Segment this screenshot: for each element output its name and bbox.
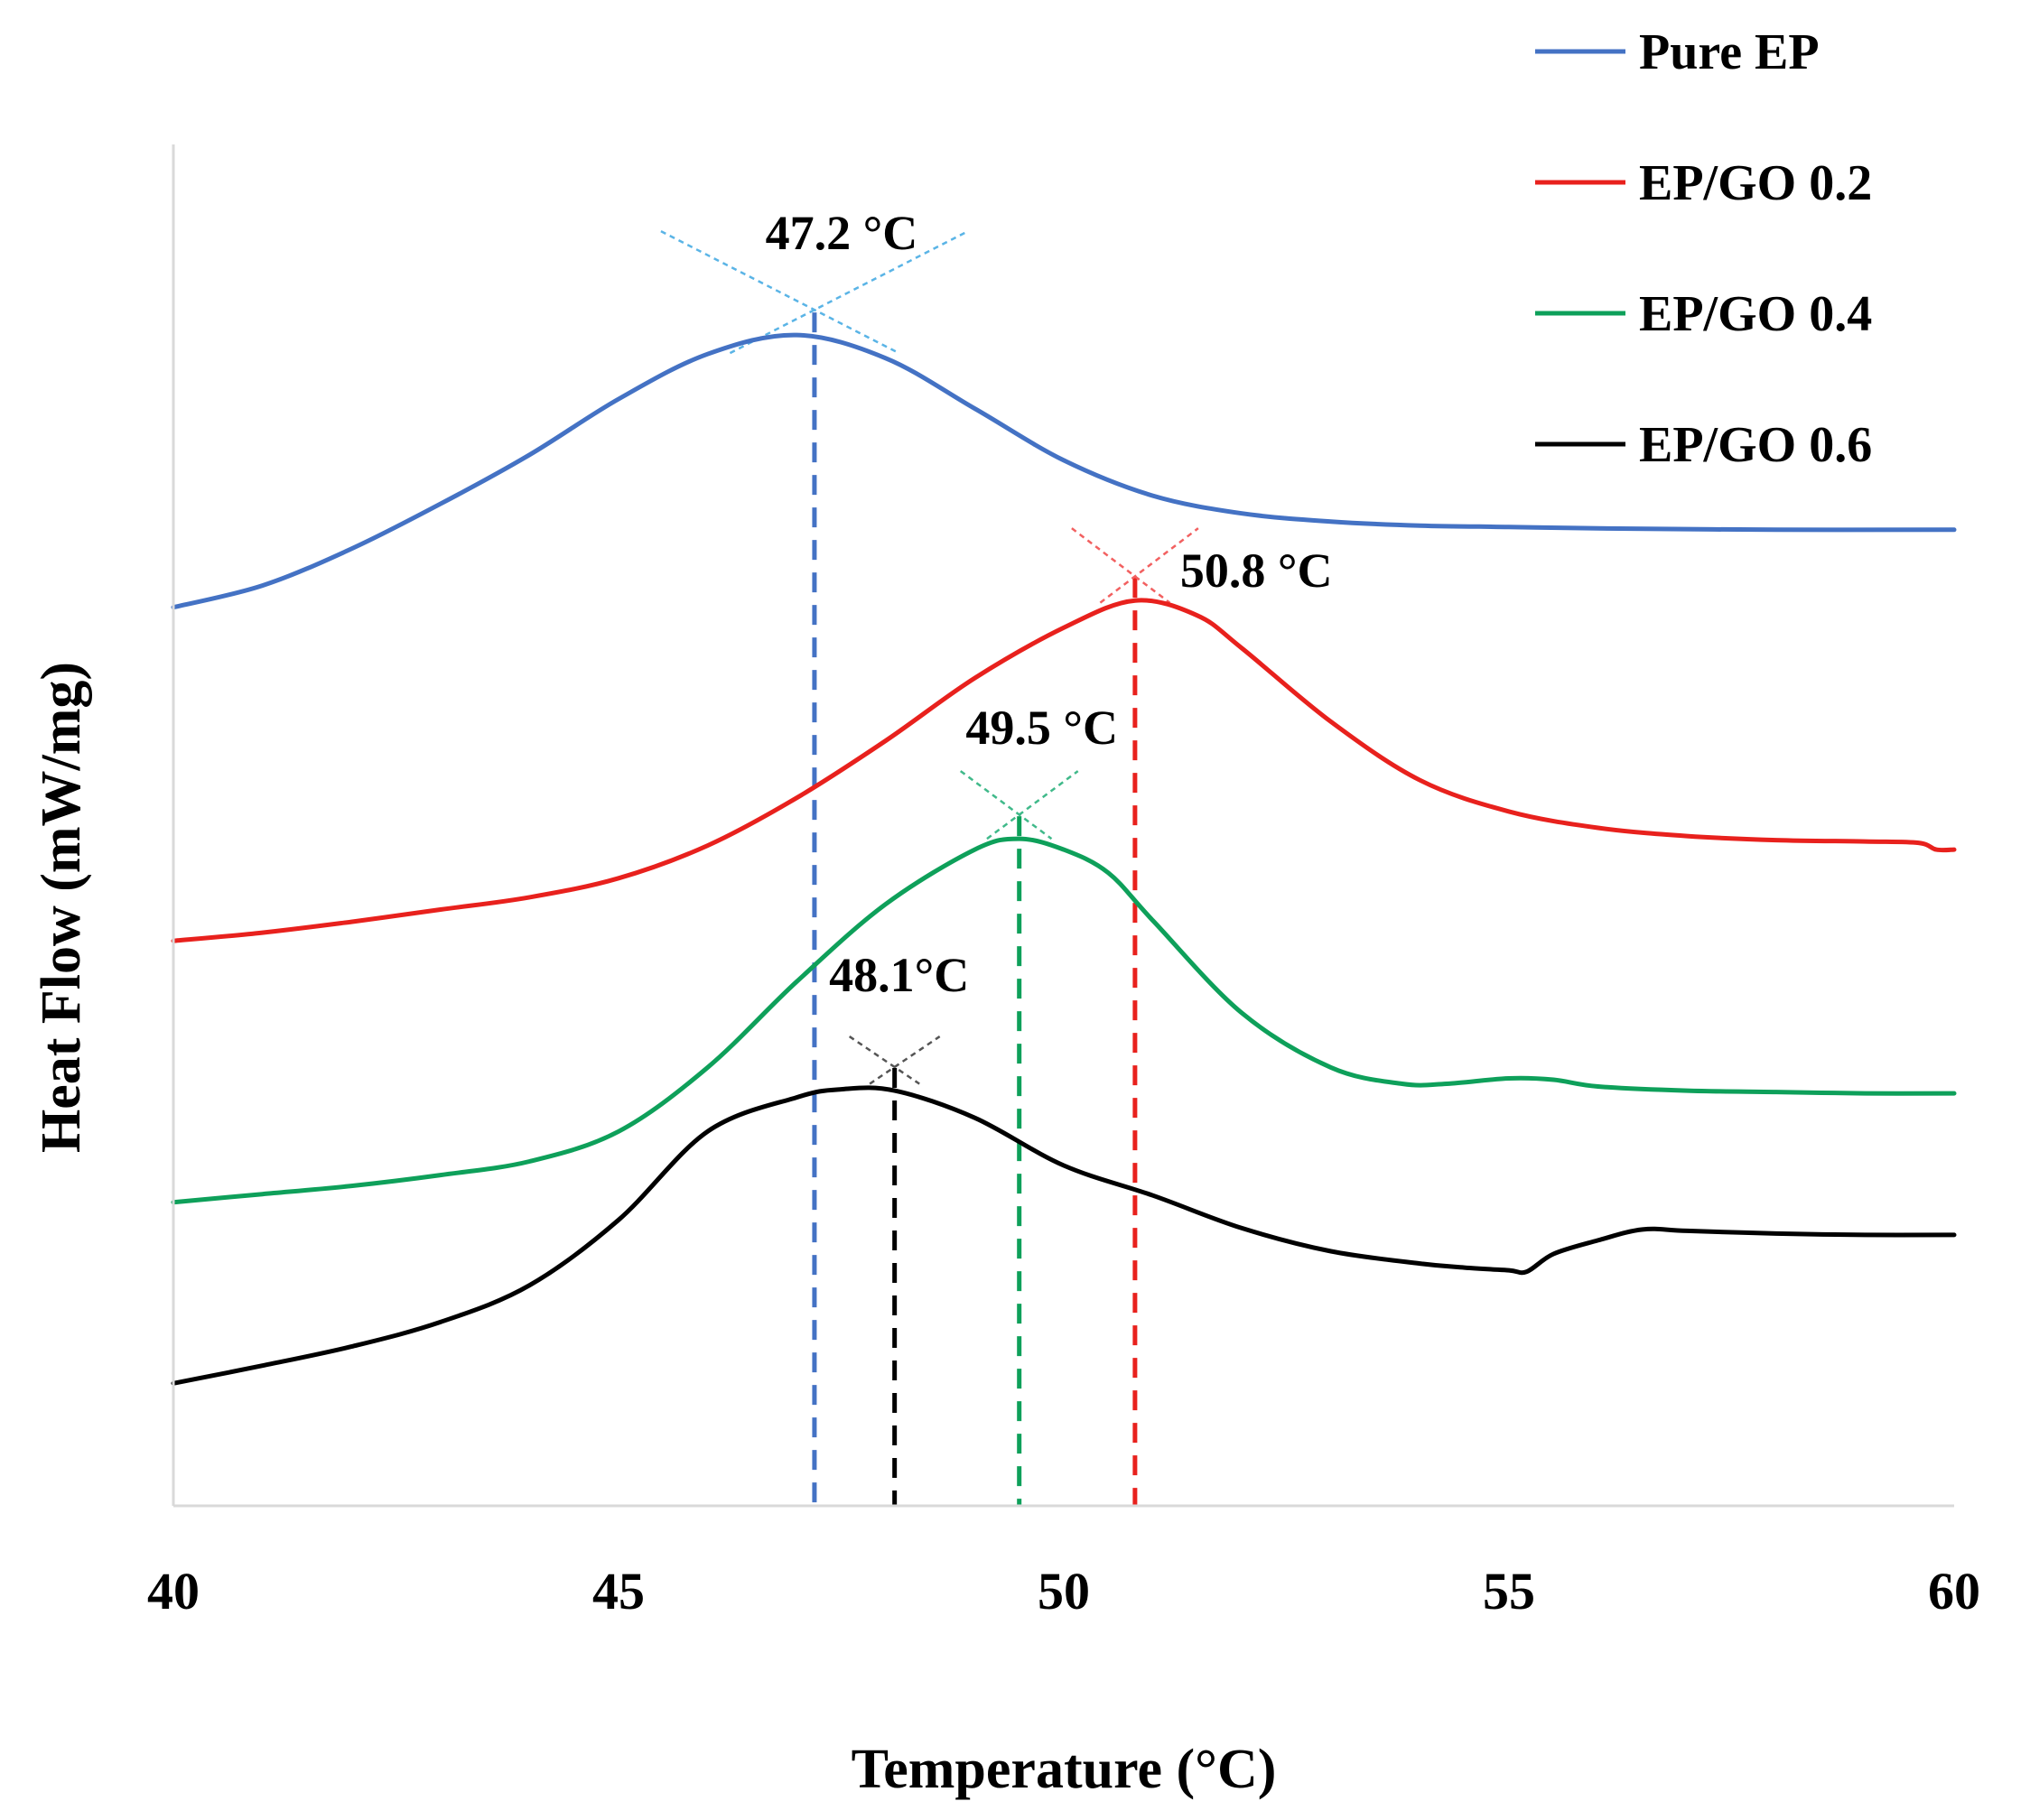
tangent-line-left [848,1035,920,1085]
x-tick-label: 50 [1038,1562,1090,1620]
legend-label: EP/GO 0.4 [1639,286,1872,342]
tangent-line-right [986,770,1079,840]
x-tick-label: 45 [592,1562,645,1620]
series-line [171,598,1957,943]
tangent-line-left [1071,527,1171,604]
series-line [171,1085,1957,1386]
x-tick-label: 40 [147,1562,200,1620]
legend-label: EP/GO 0.6 [1639,417,1872,473]
tangent-line-right [729,230,969,355]
x-ticks: 40 45 50 55 60 [147,1562,1980,1620]
series-line [171,332,1957,610]
legend: Pure EP EP/GO 0.2 EP/GO 0.4 EP/GO 0.6 [1535,24,1872,473]
tangent-line-left [959,770,1053,840]
legend-label: EP/GO 0.2 [1639,155,1872,211]
legend-label: Pure EP [1639,24,1820,80]
x-axis-title: Temperature (°C) [852,1739,1277,1800]
peak-label: 47.2 °C [766,206,918,260]
series-lines [171,332,1957,1386]
tangent-line-right [869,1035,941,1085]
peak-annotations: 47.2 °C 50.8 °C 49.5 °C 48.1°C [766,206,1333,1002]
tangent-line-right [1099,527,1199,604]
peak-guides [660,230,1199,1506]
y-axis-title: Heat Flow (mW/mg) [31,662,92,1153]
series-line [171,836,1957,1205]
peak-label: 49.5 °C [965,701,1118,755]
tangent-line-left [660,230,899,355]
peak-label: 50.8 °C [1180,543,1333,598]
x-tick-label: 55 [1483,1562,1535,1620]
peak-label: 48.1°C [829,948,969,1002]
x-tick-label: 60 [1928,1562,1980,1620]
